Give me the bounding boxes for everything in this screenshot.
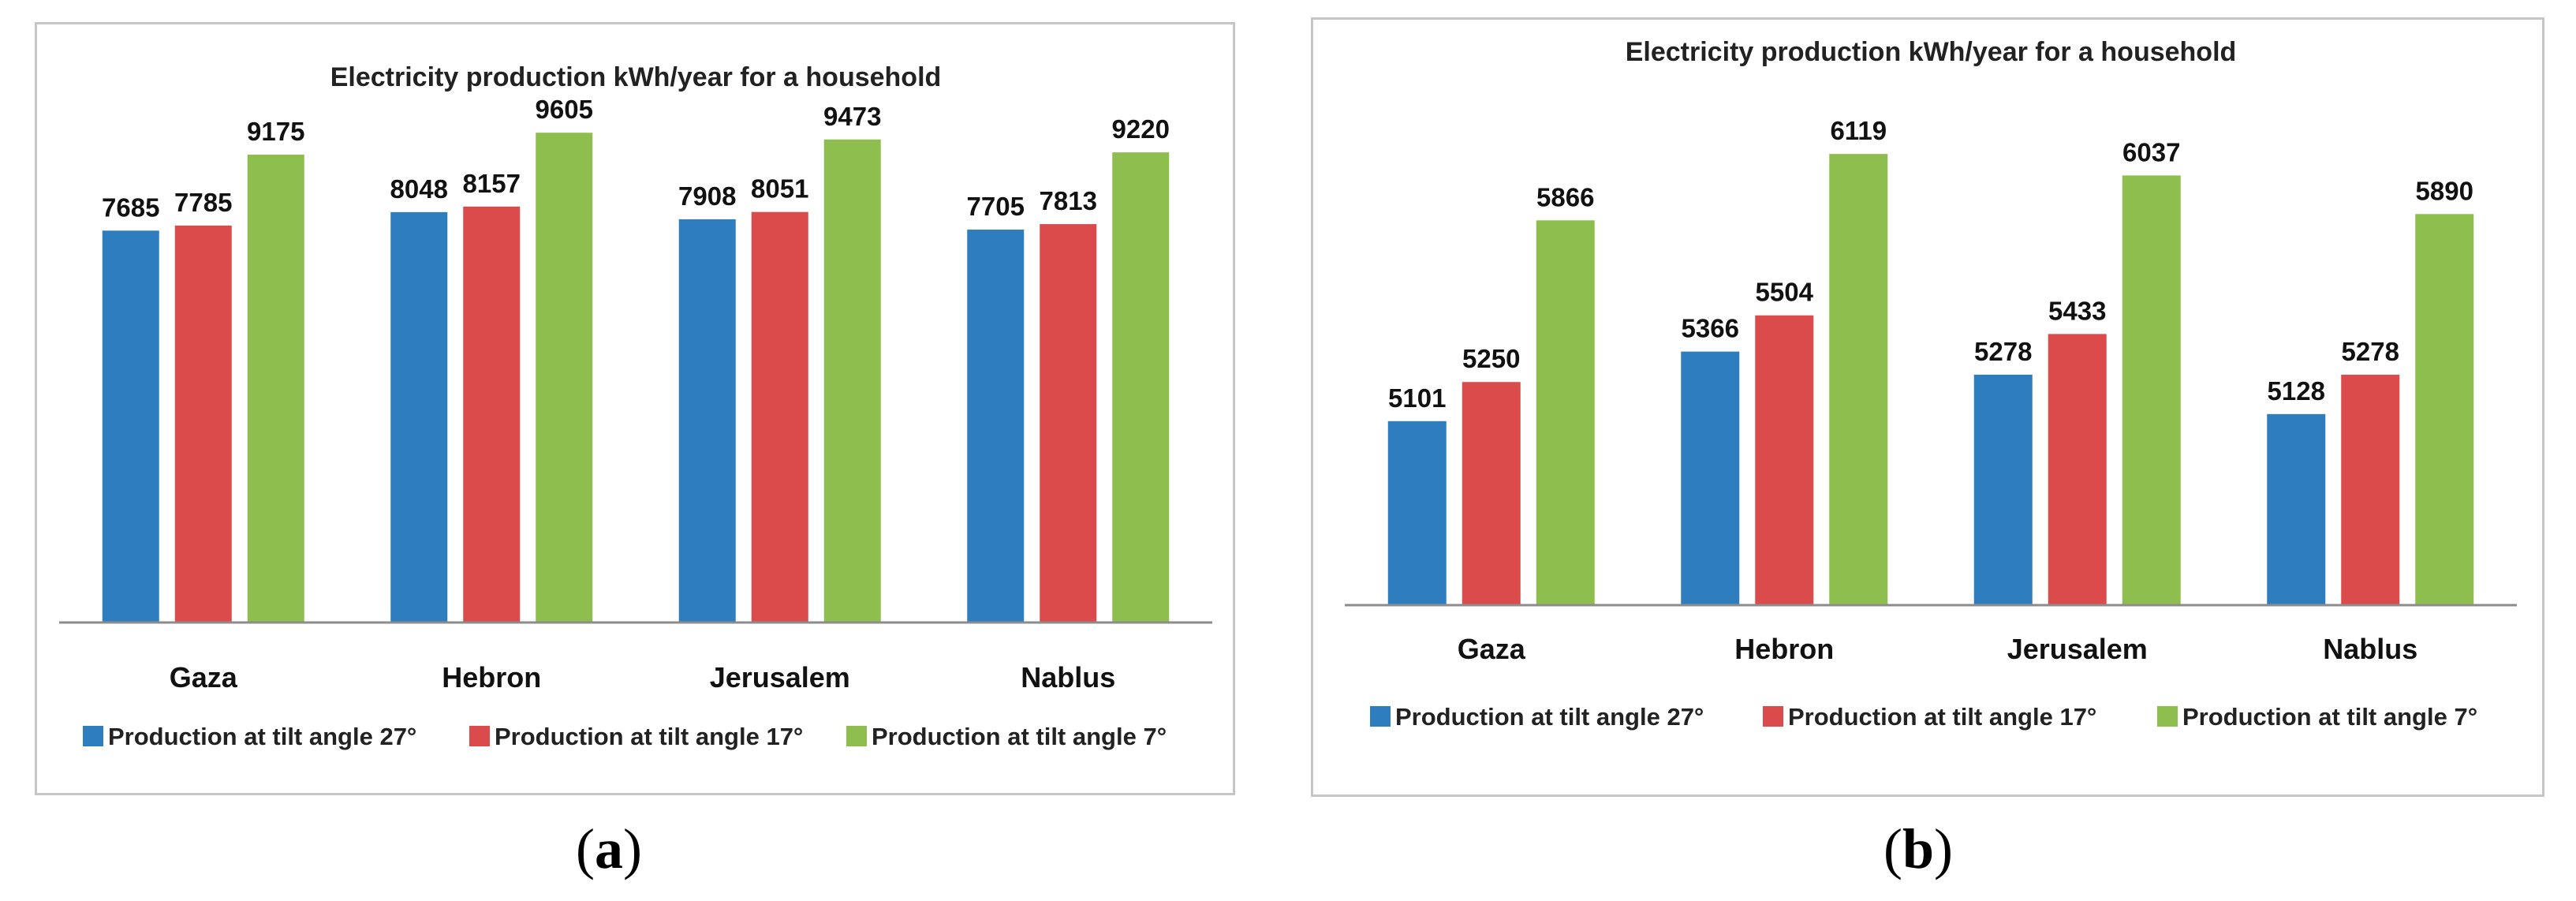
data-label-gaza-series-3: 5866 <box>1536 182 1594 211</box>
legend-swatch-series-3 <box>2157 706 2178 727</box>
bar-nablus-series-3 <box>1112 152 1170 623</box>
data-label-nablus-series-1: 5128 <box>2268 376 2325 406</box>
chart-panel-a: Electricity production kWh/year for a ho… <box>35 22 1235 795</box>
legend-swatch-series-2 <box>469 726 490 746</box>
bar-hebron-series-3 <box>536 133 593 622</box>
data-label-jerusalem-series-1: 7908 <box>678 181 736 211</box>
legend-swatch-series-1 <box>83 726 103 746</box>
legend-label-series-3: Production at tilt angle 7° <box>872 723 1167 750</box>
bar-nablus-series-2 <box>2341 374 2400 605</box>
category-label-gaza: Gaza <box>1458 633 1526 665</box>
bar-hebron-series-1 <box>390 211 448 623</box>
legend-label-series-2: Production at tilt angle 17° <box>495 723 803 750</box>
category-label-nablus: Nablus <box>2323 633 2417 665</box>
category-label-gaza: Gaza <box>170 661 238 694</box>
bar-chart-b: Electricity production kWh/year for a ho… <box>1345 37 2517 731</box>
bar-hebron-series-1 <box>1681 351 1740 605</box>
bar-hebron-series-2 <box>463 206 521 622</box>
bar-jerusalem-series-3 <box>2122 175 2181 605</box>
category-label-hebron: Hebron <box>442 661 541 694</box>
data-label-hebron-series-3: 9605 <box>536 95 593 124</box>
category-label-nablus: Nablus <box>1021 661 1115 694</box>
bar-jerusalem-series-1 <box>1973 374 2033 605</box>
legend-label-series-1: Production at tilt angle 27° <box>108 723 416 750</box>
data-label-jerusalem-series-3: 6037 <box>2122 137 2180 166</box>
subfigure-caption-b: (b) <box>1883 817 1954 880</box>
data-label-gaza-series-1: 7685 <box>102 193 159 222</box>
data-label-jerusalem-series-2: 8051 <box>751 174 808 204</box>
bar-nablus-series-1 <box>967 230 1025 622</box>
data-label-hebron-series-2: 8157 <box>463 169 521 198</box>
category-label-hebron: Hebron <box>1734 633 1834 665</box>
bar-jerusalem-series-1 <box>678 219 736 622</box>
data-label-nablus-series-2: 7813 <box>1040 186 1097 215</box>
legend-swatch-series-1 <box>1370 706 1391 727</box>
bar-nablus-series-3 <box>2415 214 2474 605</box>
bar-gaza-series-2 <box>174 225 232 622</box>
bar-jerusalem-series-2 <box>751 211 808 622</box>
chart-title: Electricity production kWh/year for a ho… <box>1626 37 2237 67</box>
subfigure-caption-a: (a) <box>576 817 642 880</box>
chart-panel-b: Electricity production kWh/year for a ho… <box>1311 17 2544 797</box>
chart-title: Electricity production kWh/year for a ho… <box>330 62 942 92</box>
data-label-nablus-series-2: 5278 <box>2342 337 2399 366</box>
legend-swatch-series-2 <box>1763 706 1783 727</box>
bar-jerusalem-series-3 <box>823 139 881 622</box>
bar-gaza-series-1 <box>1387 421 1447 605</box>
data-label-gaza-series-2: 7785 <box>174 188 232 217</box>
bar-gaza-series-3 <box>247 155 304 623</box>
bar-hebron-series-2 <box>1755 315 1814 605</box>
category-label-jerusalem: Jerusalem <box>2007 633 2148 665</box>
data-label-jerusalem-series-3: 9473 <box>823 102 881 131</box>
data-label-gaza-series-3: 9175 <box>247 117 304 146</box>
data-label-jerusalem-series-2: 5433 <box>2048 296 2106 325</box>
bar-gaza-series-3 <box>1536 220 1595 605</box>
data-label-gaza-series-2: 5250 <box>1462 344 1520 373</box>
data-label-nablus-series-1: 7705 <box>967 192 1025 221</box>
legend-label-series-3: Production at tilt angle 7° <box>2182 703 2477 731</box>
legend-label-series-1: Production at tilt angle 27° <box>1395 703 1704 731</box>
bar-chart-a: Electricity production kWh/year for a ho… <box>59 62 1212 750</box>
bar-gaza-series-2 <box>1462 382 1521 605</box>
legend-label-series-2: Production at tilt angle 17° <box>1788 703 2096 731</box>
data-label-jerusalem-series-1: 5278 <box>1974 337 2032 366</box>
bar-nablus-series-2 <box>1040 224 1097 622</box>
bar-gaza-series-1 <box>102 230 159 622</box>
data-label-hebron-series-1: 5366 <box>1682 314 1739 343</box>
data-label-hebron-series-3: 6119 <box>1830 116 1887 145</box>
bar-hebron-series-3 <box>1829 154 1888 605</box>
bar-jerusalem-series-2 <box>2048 334 2107 605</box>
category-label-jerusalem: Jerusalem <box>710 661 850 694</box>
data-label-gaza-series-1: 5101 <box>1388 383 1446 413</box>
data-label-hebron-series-1: 8048 <box>390 174 448 204</box>
legend-swatch-series-3 <box>846 726 867 746</box>
bar-nablus-series-1 <box>2267 413 2326 605</box>
data-label-nablus-series-3: 9220 <box>1112 114 1170 144</box>
data-label-hebron-series-2: 5504 <box>1756 278 1814 307</box>
data-label-nablus-series-3: 5890 <box>2416 176 2473 205</box>
